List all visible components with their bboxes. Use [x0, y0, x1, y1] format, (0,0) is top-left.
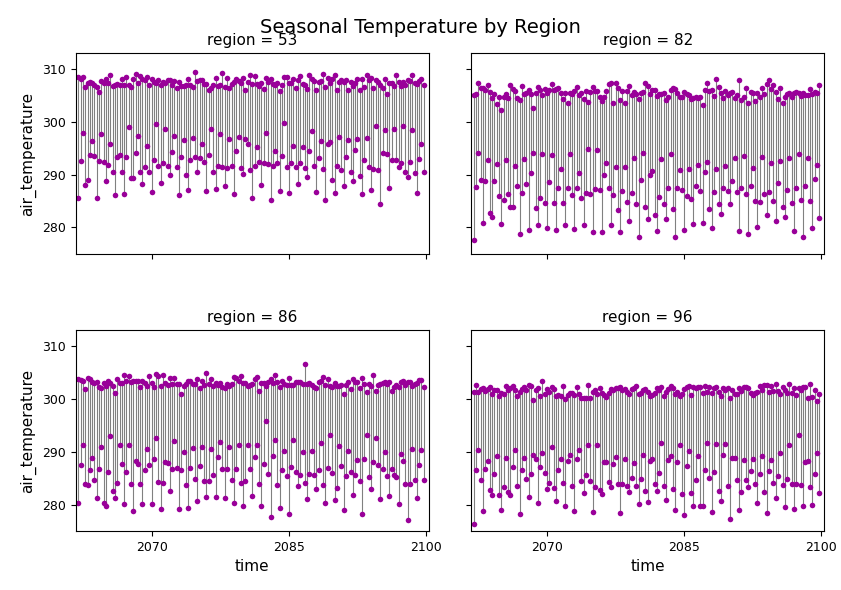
Title: region = 86: region = 86: [207, 310, 298, 325]
Title: region = 53: region = 53: [207, 33, 298, 48]
Text: Seasonal Temperature by Region: Seasonal Temperature by Region: [260, 18, 581, 37]
X-axis label: time: time: [631, 559, 665, 574]
X-axis label: time: time: [235, 559, 269, 574]
Title: region = 82: region = 82: [602, 33, 693, 48]
Title: region = 96: region = 96: [602, 310, 693, 325]
Y-axis label: air_temperature: air_temperature: [20, 91, 36, 215]
Y-axis label: air_temperature: air_temperature: [20, 369, 36, 493]
